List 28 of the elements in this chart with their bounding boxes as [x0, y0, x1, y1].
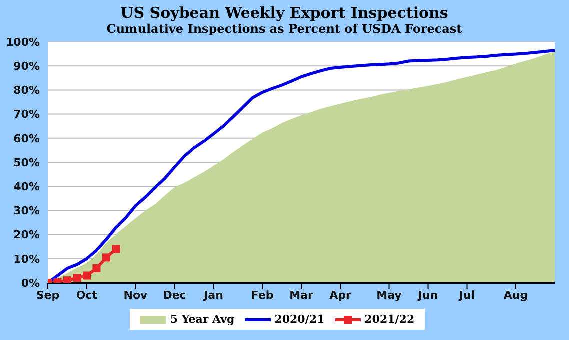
y-tick-label: 70% [14, 108, 40, 122]
x-tick-label: Aug [504, 288, 528, 302]
x-tick-label: Jul [458, 288, 476, 302]
x-tick-label: Sep [36, 288, 60, 302]
y-tick-label: 60% [14, 132, 40, 146]
y-tick-label: 40% [14, 180, 40, 194]
x-tick-label: Jun [417, 288, 438, 302]
x-tick-label: Feb [251, 288, 274, 302]
y-tick-label: 100% [6, 36, 40, 49]
x-tick-label: Dec [163, 288, 186, 302]
x-tick-label: Apr [330, 288, 352, 302]
x-tick-label: Mar [290, 288, 314, 302]
x-tick-label: May [376, 288, 402, 302]
legend-label: 2021/22 [364, 313, 415, 326]
y-tick-label: 50% [14, 156, 40, 170]
legend-label: 5 Year Avg [169, 313, 235, 326]
y-tick-label: 20% [14, 228, 40, 242]
y-tick-label: 0% [21, 276, 40, 290]
x-tick-label: Nov [124, 288, 149, 302]
x-tick-label: Jan [203, 288, 224, 302]
x-tick-label: Oct [76, 288, 98, 302]
legend-label: 2020/21 [274, 313, 325, 326]
y-tick-label: 90% [14, 60, 40, 74]
y-tick-label: 80% [14, 84, 40, 98]
y-tick-label: 30% [14, 204, 40, 218]
chart-subtitle: Cumulative Inspections as Percent of USDA Forecast [106, 22, 464, 36]
y-tick-label: 10% [14, 252, 40, 266]
chart-title: US Soybean Weekly Export Inspections [120, 4, 450, 22]
